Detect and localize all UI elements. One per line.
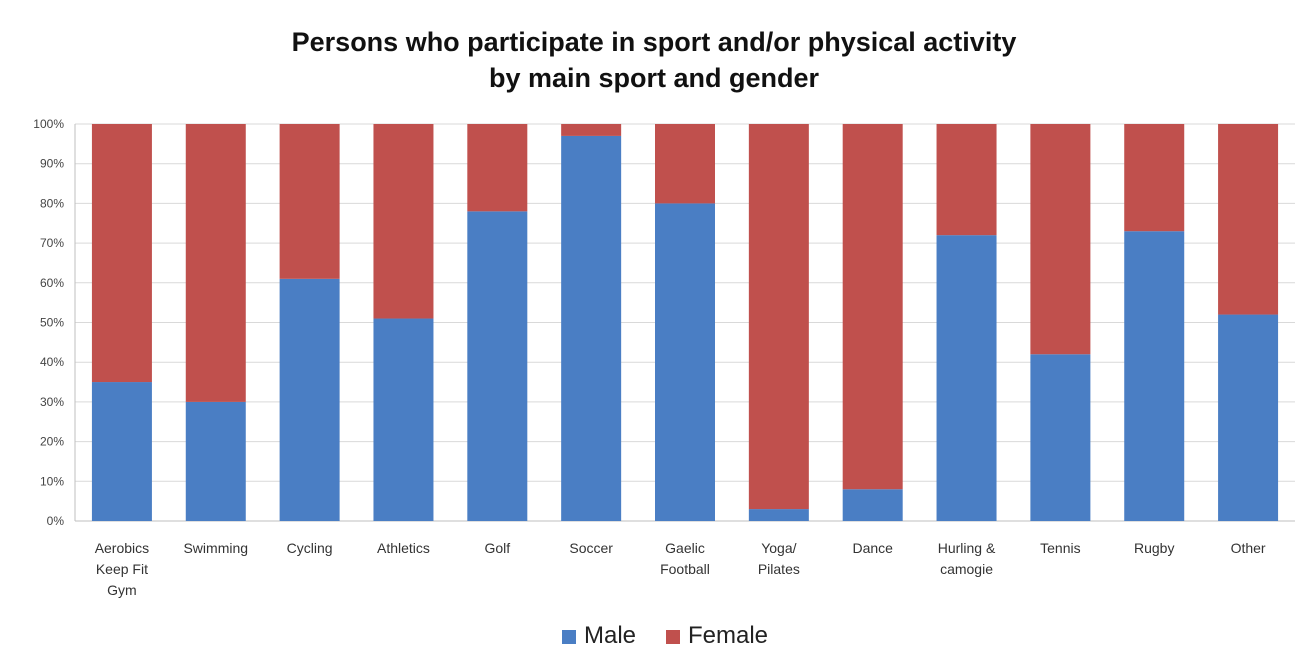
legend-swatch-female: [666, 630, 680, 644]
x-tick-label: Gaelic: [665, 540, 705, 556]
bar-male: [561, 135, 622, 521]
x-tick-label: Hurling &: [938, 540, 996, 556]
legend-label-male: Male: [584, 622, 636, 649]
x-tick-label: Tennis: [1040, 540, 1080, 556]
bar-female: [936, 124, 997, 236]
bar-female: [655, 124, 715, 204]
x-tick-label: Rugby: [1134, 540, 1174, 556]
bar-male: [1124, 231, 1185, 521]
x-tick-label: Aerobics: [95, 540, 149, 556]
chart-title-line-1: Persons who participate in sport and/or …: [291, 27, 1017, 57]
bar-male: [1218, 314, 1279, 521]
y-tick-label: 10%: [40, 474, 64, 488]
y-tick-label: 0%: [47, 514, 65, 528]
bar-male: [1030, 354, 1091, 521]
bar-male: [842, 489, 903, 521]
bar-female: [185, 124, 246, 402]
x-tick-label: Soccer: [569, 540, 613, 556]
bar-female: [1124, 124, 1185, 232]
x-tick-label: Golf: [484, 540, 510, 556]
y-tick-label: 70%: [40, 236, 64, 250]
legend-swatch-male: [562, 630, 576, 644]
x-tick-label: Cycling: [287, 540, 333, 556]
bar-male: [748, 509, 809, 521]
bar-male: [373, 318, 434, 521]
y-tick-label: 20%: [40, 435, 64, 449]
bar-male: [655, 203, 715, 521]
bar-female: [373, 124, 434, 319]
x-tick-label: Swimming: [183, 540, 248, 556]
x-tick-label: Athletics: [377, 540, 430, 556]
x-tick-label: camogie: [940, 561, 993, 577]
bar-female: [842, 124, 903, 490]
chart-title: Persons who participate in sport and/or …: [0, 24, 1308, 96]
x-tick-label: Dance: [852, 540, 893, 556]
x-tick-label: Football: [660, 561, 710, 577]
x-tick-label: Gym: [107, 582, 137, 598]
x-tick-label: Keep Fit: [96, 561, 148, 577]
y-tick-label: 50%: [40, 316, 64, 330]
bar-female: [561, 124, 622, 136]
legend-label-female: Female: [688, 622, 768, 649]
bar-male: [185, 401, 246, 521]
y-tick-label: 90%: [40, 157, 64, 171]
y-tick-label: 30%: [40, 395, 64, 409]
bar-female: [1030, 124, 1091, 355]
bar-female: [91, 124, 152, 383]
bar-female: [279, 124, 340, 279]
x-tick-label: Yoga/: [761, 540, 796, 556]
chart-title-line-2: by main sport and gender: [488, 63, 820, 93]
bar-female: [748, 124, 809, 510]
bar-female: [467, 124, 528, 212]
x-tick-label: Pilates: [758, 561, 800, 577]
y-tick-label: 60%: [40, 276, 64, 290]
bar-female: [1218, 124, 1279, 315]
y-tick-label: 80%: [40, 196, 64, 210]
bar-male: [91, 382, 152, 521]
bar-male: [279, 278, 340, 521]
x-tick-label: Other: [1231, 540, 1266, 556]
bar-male: [936, 235, 997, 521]
bar-male: [467, 211, 528, 521]
y-tick-label: 40%: [40, 355, 64, 369]
y-tick-label: 100%: [33, 117, 64, 131]
